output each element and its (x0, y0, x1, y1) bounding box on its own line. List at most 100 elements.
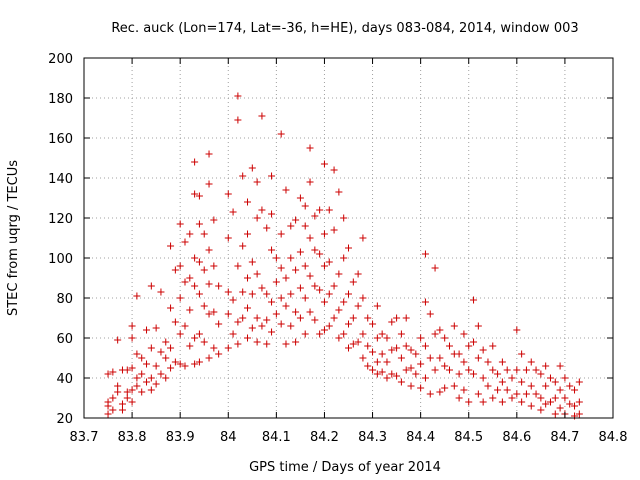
data-point (104, 370, 112, 378)
data-point (431, 264, 439, 272)
data-point (566, 382, 574, 390)
data-point (191, 282, 199, 290)
data-point (277, 230, 285, 238)
data-point (292, 266, 300, 274)
data-point (325, 290, 333, 298)
data-point (167, 364, 175, 372)
data-point (364, 314, 372, 322)
data-point (114, 388, 122, 396)
chart-title: Rec. auck (Lon=174, Lat=-36, h=HE), days… (111, 21, 578, 36)
data-point (138, 388, 146, 396)
data-point (176, 262, 184, 270)
x-tick-label: 84.2 (310, 430, 339, 445)
data-point (114, 336, 122, 344)
data-point (215, 282, 223, 290)
data-point (118, 400, 126, 408)
data-point (287, 222, 295, 230)
data-point (546, 398, 554, 406)
data-point (210, 216, 218, 224)
data-point (494, 370, 502, 378)
data-point (575, 378, 583, 386)
data-point (378, 368, 386, 376)
axis-ticks (83, 57, 614, 419)
data-point (460, 330, 468, 338)
x-tick-label: 84.8 (599, 430, 628, 445)
plot-frame (83, 57, 614, 419)
data-point (426, 310, 434, 318)
data-point (301, 202, 309, 210)
data-point (417, 334, 425, 342)
data-point (465, 342, 473, 350)
data-point (224, 190, 232, 198)
data-point (181, 278, 189, 286)
data-point (205, 280, 213, 288)
data-point (431, 330, 439, 338)
data-point (445, 366, 453, 374)
data-point (191, 334, 199, 342)
x-tick-label: 83.7 (70, 430, 99, 445)
data-point (287, 322, 295, 330)
data-point (436, 388, 444, 396)
data-point (479, 398, 487, 406)
data-point (556, 386, 564, 394)
data-point (258, 284, 266, 292)
data-point (268, 246, 276, 254)
data-point (494, 386, 502, 394)
data-point (157, 370, 165, 378)
data-point (426, 390, 434, 398)
data-point (335, 270, 343, 278)
data-point (431, 366, 439, 374)
data-point (436, 354, 444, 362)
data-point (561, 394, 569, 402)
x-tick-label: 84 (220, 430, 237, 445)
data-point (369, 348, 377, 356)
data-point (388, 346, 396, 354)
data-point (195, 290, 203, 298)
data-point (436, 326, 444, 334)
data-point (224, 234, 232, 242)
data-point (176, 330, 184, 338)
data-point (412, 350, 420, 358)
data-point (109, 394, 117, 402)
data-point (147, 344, 155, 352)
data-point (489, 366, 497, 374)
data-point (316, 206, 324, 214)
data-point (162, 374, 170, 382)
data-point (277, 264, 285, 272)
data-point (152, 362, 160, 370)
data-point (402, 342, 410, 350)
data-point (253, 338, 261, 346)
data-point (258, 112, 266, 120)
data-point (195, 192, 203, 200)
data-point (470, 296, 478, 304)
data-point (320, 262, 328, 270)
data-point (551, 410, 559, 418)
data-point (272, 254, 280, 262)
data-point (373, 370, 381, 378)
y-tick-label: 140 (48, 172, 73, 187)
data-point (268, 210, 276, 218)
data-point (518, 350, 526, 358)
data-point (503, 386, 511, 394)
data-point (186, 230, 194, 238)
data-point (537, 394, 545, 402)
data-point (143, 360, 151, 368)
data-point (542, 362, 550, 370)
data-point (489, 394, 497, 402)
data-point (316, 330, 324, 338)
data-point (147, 386, 155, 394)
data-point (575, 398, 583, 406)
data-point (143, 326, 151, 334)
y-tick-label: 120 (48, 212, 73, 227)
data-point (224, 344, 232, 352)
x-tick-label: 84.7 (550, 430, 579, 445)
data-point (162, 338, 170, 346)
data-point (335, 188, 343, 196)
data-point (229, 330, 237, 338)
data-point (345, 344, 352, 352)
data-point (465, 366, 473, 374)
data-point (263, 290, 271, 298)
data-point (143, 378, 151, 386)
data-point (311, 212, 319, 220)
